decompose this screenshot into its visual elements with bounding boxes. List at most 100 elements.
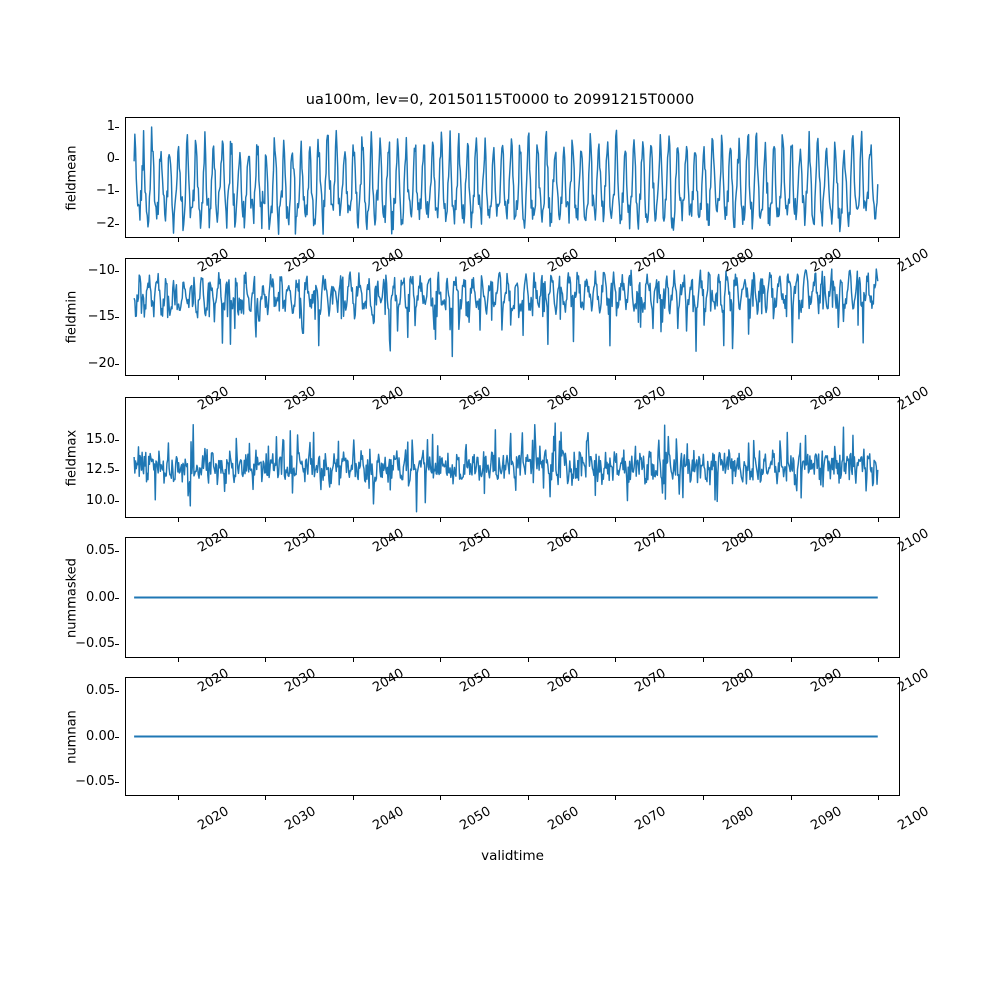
x-tick-mark [615, 518, 617, 522]
x-tick-mark [265, 238, 267, 242]
y-tick-mark [115, 317, 119, 319]
y-tick-mark [115, 191, 119, 193]
x-tick-mark [265, 518, 267, 522]
series-fieldmin [133, 268, 879, 358]
x-tick-label: 2050 [457, 804, 494, 834]
x-tick-mark [790, 238, 792, 242]
x-tick-mark [615, 658, 617, 662]
x-tick-mark [702, 376, 704, 380]
x-tick-mark [440, 238, 442, 242]
x-tick-mark [265, 658, 267, 662]
x-tick-label: 2090 [807, 804, 845, 834]
x-tick-mark [177, 518, 179, 522]
x-tick-mark [265, 796, 267, 800]
x-tick-mark [527, 238, 529, 242]
y-axis-label-nummasked: nummasked [64, 557, 80, 638]
axes-fieldmax [125, 397, 900, 522]
y-tick-label: 1 [106, 119, 115, 135]
series-nummasked [133, 596, 878, 599]
y-tick-mark [115, 439, 119, 441]
y-tick-label: 0.00 [86, 728, 115, 744]
x-tick-mark [615, 376, 617, 380]
x-tick-mark [527, 658, 529, 662]
y-tick-mark [115, 127, 119, 129]
x-tick-mark [265, 376, 267, 380]
x-tick-label: 2100 [895, 526, 932, 556]
x-tick-mark [702, 518, 704, 522]
axes-fieldmin [125, 258, 900, 380]
y-tick-label: −2 [95, 215, 115, 231]
x-tick-mark [527, 376, 529, 380]
axes-numnan [125, 677, 900, 800]
y-tick-mark [115, 597, 119, 599]
axes-nummasked [125, 537, 900, 662]
y-axis-label-fieldmean: fieldmean [64, 145, 80, 210]
y-tick-mark [115, 159, 119, 161]
y-tick-mark [115, 644, 119, 646]
y-tick-label: −15 [87, 309, 115, 325]
x-tick-label: 2100 [895, 804, 932, 834]
y-tick-label: 15.0 [86, 431, 115, 447]
x-tick-mark [527, 518, 529, 522]
series-numnan [133, 735, 878, 738]
x-tick-mark [790, 518, 792, 522]
y-tick-label: 10.0 [86, 492, 115, 508]
x-tick-mark [878, 518, 880, 522]
axes-frame [125, 397, 900, 518]
x-tick-mark [790, 658, 792, 662]
axes-fieldmean [125, 117, 900, 242]
x-tick-mark [702, 658, 704, 662]
x-tick-mark [440, 518, 442, 522]
y-tick-label: −1 [95, 183, 115, 199]
x-tick-mark [352, 796, 354, 800]
x-tick-mark [878, 376, 880, 380]
x-tick-mark [440, 376, 442, 380]
x-tick-mark [702, 238, 704, 242]
y-tick-label: −0.05 [75, 774, 115, 790]
x-axis-label: validtime [481, 848, 544, 864]
x-tick-mark [878, 796, 880, 800]
y-tick-mark [115, 736, 119, 738]
y-tick-label: −0.05 [75, 636, 115, 652]
x-tick-label: 2070 [632, 804, 669, 834]
y-tick-group-fieldmean: 1 0 −1 −2 [63, 117, 119, 238]
y-tick-group-nummasked: 0.05 0.00 −0.05 [63, 537, 119, 658]
y-tick-label: 12.5 [86, 462, 115, 478]
x-tick-mark [790, 376, 792, 380]
series-fieldmax [133, 422, 879, 513]
y-tick-label: −20 [87, 355, 115, 371]
x-tick-mark [177, 796, 179, 800]
x-tick-mark [440, 796, 442, 800]
x-tick-mark [878, 238, 880, 242]
x-tick-label: 2040 [370, 804, 407, 834]
y-tick-label: 0.00 [86, 589, 115, 605]
x-tick-label: 2080 [720, 804, 757, 834]
y-tick-label: 0.05 [86, 542, 115, 558]
x-tick-mark [790, 796, 792, 800]
x-tick-mark [352, 376, 354, 380]
x-tick-label: 2100 [895, 666, 932, 696]
x-tick-mark [352, 518, 354, 522]
x-tick-mark [527, 796, 529, 800]
figure-title: ua100m, lev=0, 20150115T0000 to 20991215… [305, 92, 695, 108]
y-tick-mark [115, 470, 119, 472]
x-tick-label: 2020 [194, 804, 232, 834]
y-tick-label: −10 [87, 263, 115, 278]
y-tick-mark [115, 271, 119, 272]
x-tick-label: 2060 [545, 804, 582, 834]
x-tick-mark [177, 658, 179, 662]
x-tick-mark [878, 658, 880, 662]
y-tick-mark [115, 782, 119, 784]
x-tick-mark [615, 796, 617, 800]
y-axis-label-fieldmin: fieldmin [64, 290, 80, 344]
y-tick-group-fieldmax: 15.0 12.5 10.0 [63, 397, 119, 518]
y-tick-mark [115, 550, 119, 552]
y-tick-mark [115, 223, 119, 225]
y-tick-label: 0.05 [86, 682, 115, 698]
x-tick-mark [615, 238, 617, 242]
x-tick-mark [352, 658, 354, 662]
x-tick-mark [440, 658, 442, 662]
y-tick-mark [115, 500, 119, 502]
y-tick-group-fieldmin: −10 −15 −20 [63, 258, 119, 376]
y-axis-label-fieldmax: fieldmax [64, 429, 80, 486]
